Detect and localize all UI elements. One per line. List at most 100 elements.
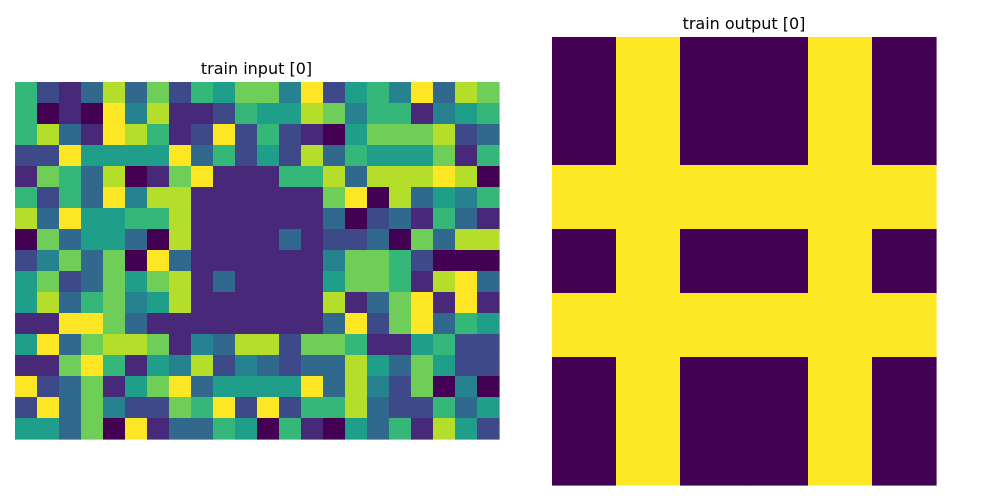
heatmap-cell <box>103 334 126 356</box>
heatmap-cell <box>389 334 412 356</box>
heatmap-cell <box>301 292 324 314</box>
heatmap-cell <box>345 208 368 230</box>
heatmap-cell <box>15 166 38 188</box>
heatmap-cell <box>345 271 368 293</box>
heatmap-cell <box>367 229 390 251</box>
heatmap-cell <box>169 250 192 272</box>
heatmap-cell <box>455 376 478 398</box>
heatmap-cell <box>169 166 192 188</box>
heatmap-cell <box>680 101 745 166</box>
heatmap-cell <box>389 292 412 314</box>
heatmap-cell <box>323 166 346 188</box>
heatmap-cell <box>552 421 617 486</box>
heatmap-cell <box>477 292 500 314</box>
heatmap-cell <box>301 229 324 251</box>
heatmap-cell <box>191 229 214 251</box>
heatmap-cell <box>59 145 82 167</box>
heatmap-cell <box>345 103 368 125</box>
heatmap-cell <box>59 418 82 440</box>
heatmap-cell <box>103 250 126 272</box>
heatmap-cell <box>455 145 478 167</box>
heatmap-cell <box>433 208 456 230</box>
heatmap-cell <box>37 103 60 125</box>
heatmap-cell <box>616 357 681 422</box>
heatmap-cell <box>872 293 937 358</box>
heatmap-cell <box>433 187 456 209</box>
heatmap-cell <box>191 103 214 125</box>
heatmap-cell <box>323 82 346 104</box>
heatmap-cell <box>169 103 192 125</box>
heatmap-cell <box>59 376 82 398</box>
heatmap-cell <box>257 103 280 125</box>
heatmap-cell <box>455 229 478 251</box>
heatmap-cell <box>455 103 478 125</box>
heatmap-cell <box>477 397 500 419</box>
heatmap-cell <box>235 187 258 209</box>
heatmap-cell <box>125 145 148 167</box>
heatmap-cell <box>125 418 148 440</box>
heatmap-cell <box>81 334 104 356</box>
heatmap-cell <box>808 229 873 294</box>
heatmap-cell <box>147 103 170 125</box>
heatmap-cell <box>477 376 500 398</box>
heatmap-cell <box>808 421 873 486</box>
heatmap-cell <box>552 101 617 166</box>
heatmap-cell <box>191 313 214 335</box>
heatmap-cell <box>257 166 280 188</box>
heatmap-cell <box>872 357 937 422</box>
heatmap-cell <box>279 271 302 293</box>
heatmap-cell <box>191 334 214 356</box>
heatmap-cell <box>147 208 170 230</box>
heatmap-cell <box>15 124 38 146</box>
heatmap-cell <box>389 187 412 209</box>
heatmap-cell <box>616 229 681 294</box>
heatmap-cell <box>147 124 170 146</box>
heatmap-cell <box>477 271 500 293</box>
heatmap-cell <box>301 103 324 125</box>
heatmap-cell <box>616 101 681 166</box>
heatmap-cell <box>455 166 478 188</box>
heatmap-cell <box>477 229 500 251</box>
heatmap-cell <box>433 145 456 167</box>
heatmap-cell <box>345 355 368 377</box>
heatmap-cell <box>191 124 214 146</box>
heatmap-cell <box>235 334 258 356</box>
heatmap-cell <box>345 418 368 440</box>
heatmap-cell <box>103 103 126 125</box>
heatmap-cell <box>59 355 82 377</box>
heatmap-cell <box>433 313 456 335</box>
heatmap-cell <box>147 355 170 377</box>
heatmap-cell <box>367 271 390 293</box>
heatmap-cell <box>323 103 346 125</box>
heatmap-cell <box>455 187 478 209</box>
heatmap-cell <box>744 37 809 102</box>
heatmap-cell <box>235 397 258 419</box>
heatmap-cell <box>279 334 302 356</box>
heatmap-cell <box>191 166 214 188</box>
heatmap-cell <box>477 334 500 356</box>
heatmap-cell <box>103 271 126 293</box>
heatmap-cell <box>279 397 302 419</box>
heatmap-cell <box>103 355 126 377</box>
heatmap-cell <box>433 292 456 314</box>
heatmap-cell <box>301 271 324 293</box>
heatmap-cell <box>744 229 809 294</box>
heatmap-cell <box>301 187 324 209</box>
heatmap-cell <box>323 124 346 146</box>
heatmap-cell <box>477 250 500 272</box>
heatmap-cell <box>477 187 500 209</box>
heatmap-cell <box>191 250 214 272</box>
heatmap-cell <box>616 293 681 358</box>
heatmap-cell <box>345 250 368 272</box>
heatmap-cell <box>81 82 104 104</box>
heatmap-cell <box>389 313 412 335</box>
heatmap-cell <box>103 208 126 230</box>
heatmap-cell <box>279 313 302 335</box>
heatmap-cell <box>169 376 192 398</box>
heatmap-cell <box>477 355 500 377</box>
heatmap-cell <box>389 124 412 146</box>
heatmap-cell <box>455 313 478 335</box>
heatmap-cell <box>323 376 346 398</box>
heatmap-cell <box>680 293 745 358</box>
heatmap-cell <box>433 397 456 419</box>
